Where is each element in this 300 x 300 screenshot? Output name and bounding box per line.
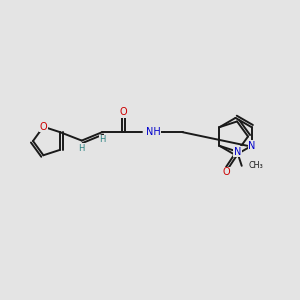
Text: O: O: [120, 107, 127, 117]
Text: N: N: [248, 141, 256, 151]
Text: CH₃: CH₃: [248, 161, 263, 170]
Text: N: N: [234, 146, 241, 157]
Text: NH: NH: [146, 127, 161, 137]
Text: H: H: [100, 135, 106, 144]
Text: O: O: [223, 167, 230, 177]
Text: O: O: [40, 122, 47, 132]
Text: H: H: [78, 144, 84, 153]
